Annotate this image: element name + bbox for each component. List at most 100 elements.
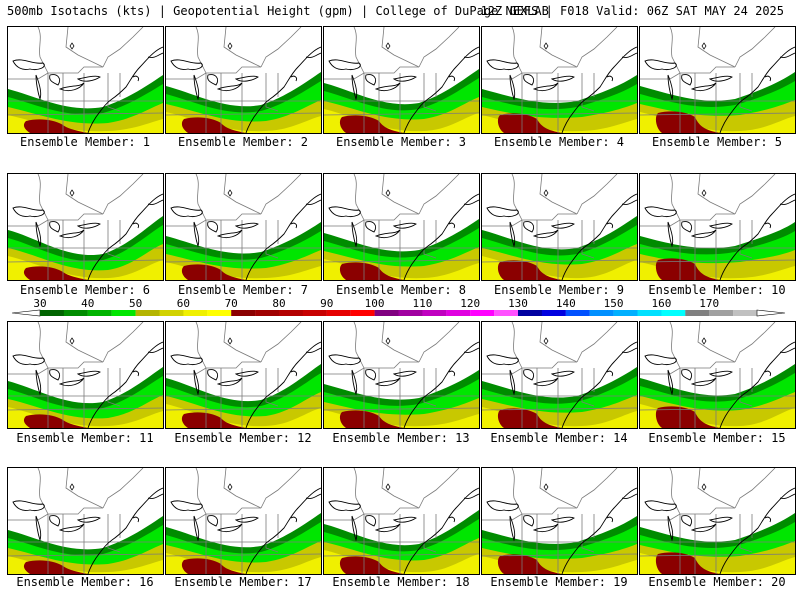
member-label: Ensemble Member: 14 — [490, 431, 628, 445]
ensemble-panel-3 — [323, 26, 480, 134]
color-legend — [11, 309, 786, 317]
member-label: Ensemble Member: 6 — [19, 283, 151, 297]
legend-tick-label: 70 — [224, 297, 238, 310]
legend-swatch — [350, 310, 375, 316]
legend-swatch — [709, 310, 734, 316]
legend-tick-label: 80 — [272, 297, 286, 310]
wind-map — [324, 322, 479, 428]
ensemble-panel-4 — [481, 26, 638, 134]
legend-arrow-right — [756, 309, 786, 317]
ensemble-panel-2 — [165, 26, 322, 134]
wind-map — [482, 322, 637, 428]
legend-swatch — [374, 310, 399, 316]
wind-map — [640, 174, 795, 280]
legend-swatch — [207, 310, 232, 316]
ensemble-panel-11 — [7, 321, 164, 429]
wind-map — [166, 174, 321, 280]
member-label: Ensemble Member: 7 — [177, 283, 309, 297]
legend-swatch — [135, 310, 160, 316]
legend-tick-label: 30 — [33, 297, 47, 310]
legend-swatch — [685, 310, 710, 316]
legend-swatch — [470, 310, 495, 316]
member-label: Ensemble Member: 1 — [19, 135, 151, 149]
member-label: Ensemble Member: 16 — [16, 575, 154, 589]
wind-map — [166, 322, 321, 428]
header-title: 500mb Isotachs (kts) | Geopotential Heig… — [7, 4, 549, 18]
legend-swatch — [733, 310, 758, 316]
legend-swatch — [589, 310, 614, 316]
wind-map — [8, 322, 163, 428]
wind-map — [640, 27, 795, 133]
legend-swatch — [398, 310, 423, 316]
ensemble-panel-14 — [481, 321, 638, 429]
ensemble-panel-6 — [7, 173, 164, 281]
ensemble-panel-1 — [7, 26, 164, 134]
ensemble-panel-15 — [639, 321, 796, 429]
wind-map — [166, 468, 321, 574]
ensemble-panel-20 — [639, 467, 796, 575]
legend-swatch — [326, 310, 351, 316]
legend-tick-label: 150 — [603, 297, 624, 310]
legend-swatch — [565, 310, 590, 316]
legend-swatch — [159, 310, 184, 316]
legend-swatch — [541, 310, 566, 316]
wind-map — [482, 174, 637, 280]
wind-map — [640, 468, 795, 574]
legend-tick-label: 120 — [460, 297, 481, 310]
wind-map — [324, 27, 479, 133]
member-label: Ensemble Member: 12 — [174, 431, 312, 445]
legend-tick-label: 40 — [81, 297, 95, 310]
member-label: Ensemble Member: 5 — [651, 135, 783, 149]
ensemble-panel-8 — [323, 173, 480, 281]
legend-swatch — [637, 310, 662, 316]
member-label: Ensemble Member: 13 — [332, 431, 470, 445]
legend-swatch — [302, 310, 327, 316]
legend-swatch — [661, 310, 686, 316]
legend-tick-label: 160 — [651, 297, 672, 310]
legend-swatch — [279, 310, 303, 316]
member-label: Ensemble Member: 19 — [490, 575, 628, 589]
member-label: Ensemble Member: 15 — [648, 431, 786, 445]
legend-tick-label: 170 — [699, 297, 720, 310]
ensemble-panel-13 — [323, 321, 480, 429]
legend-tick-label: 100 — [364, 297, 385, 310]
ensemble-panel-19 — [481, 467, 638, 575]
legend-swatch — [422, 310, 447, 316]
legend-swatch — [183, 310, 208, 316]
member-label: Ensemble Member: 17 — [174, 575, 312, 589]
ensemble-panel-18 — [323, 467, 480, 575]
member-label: Ensemble Member: 10 — [648, 283, 786, 297]
member-label: Ensemble Member: 2 — [177, 135, 309, 149]
legend-swatch — [40, 310, 64, 316]
ensemble-panel-10 — [639, 173, 796, 281]
header-run-info: 12Z GEFS | F018 Valid: 06Z SAT MAY 24 20… — [480, 4, 784, 18]
wind-map — [8, 27, 163, 133]
wind-map — [166, 27, 321, 133]
legend-swatch — [518, 310, 542, 316]
member-label: Ensemble Member: 9 — [493, 283, 625, 297]
legend-tick-label: 140 — [555, 297, 576, 310]
legend-swatch — [446, 310, 471, 316]
member-label: Ensemble Member: 8 — [335, 283, 467, 297]
legend-swatch — [255, 310, 280, 316]
wind-map — [8, 174, 163, 280]
legend-swatch — [63, 310, 88, 316]
legend-arrow-left — [11, 309, 41, 317]
ensemble-panel-17 — [165, 467, 322, 575]
wind-map — [482, 27, 637, 133]
legend-tick-label: 50 — [128, 297, 143, 310]
wind-map — [482, 468, 637, 574]
legend-tick-label: 110 — [412, 297, 433, 310]
wind-map — [324, 174, 479, 280]
legend-swatch — [494, 310, 519, 316]
member-label: Ensemble Member: 3 — [335, 135, 467, 149]
legend-swatch — [231, 310, 256, 316]
legend-tick-label: 90 — [320, 297, 334, 310]
legend-swatch — [613, 310, 638, 316]
wind-map — [640, 322, 795, 428]
legend-swatch — [111, 310, 136, 316]
ensemble-panel-16 — [7, 467, 164, 575]
ensemble-panel-12 — [165, 321, 322, 429]
ensemble-panel-7 — [165, 173, 322, 281]
legend-swatch — [87, 310, 112, 316]
